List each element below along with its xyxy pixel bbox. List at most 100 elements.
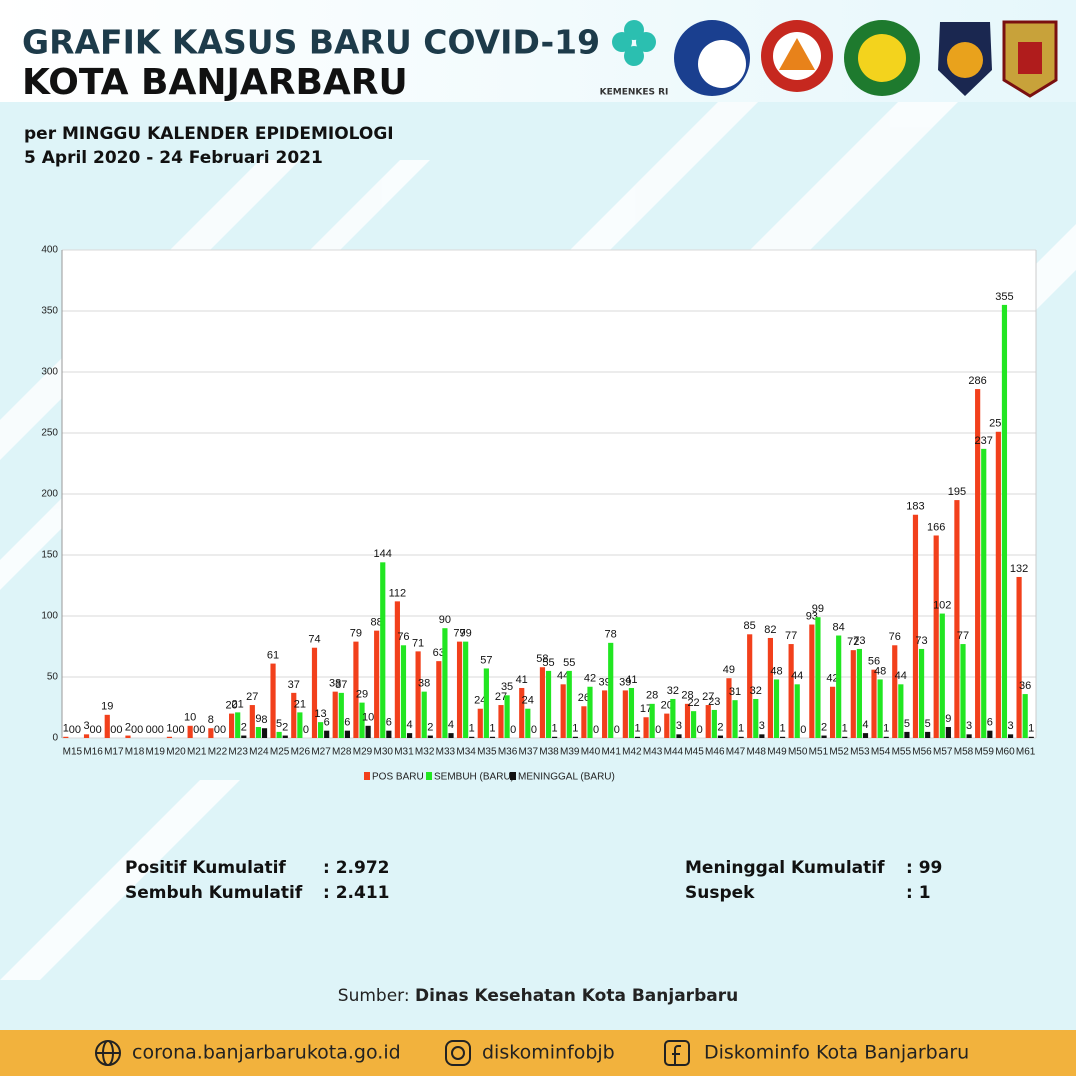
x-tick-label: M48 <box>747 747 767 758</box>
bar <box>539 667 546 738</box>
bar <box>836 635 842 738</box>
data-label: 41 <box>516 674 528 686</box>
bar <box>691 711 697 738</box>
legend-label: MENINGGAL (BARU) <box>518 772 615 783</box>
bar <box>954 500 960 738</box>
data-label: 48 <box>874 665 886 677</box>
bar <box>436 661 442 738</box>
data-label: 48 <box>770 665 782 677</box>
data-label: 0 <box>531 724 537 736</box>
bar <box>933 535 939 738</box>
data-label: 0 <box>75 724 81 736</box>
bar <box>359 702 365 738</box>
data-label: 32 <box>667 685 679 697</box>
data-label: 0 <box>199 724 205 736</box>
bar <box>711 709 717 738</box>
bar <box>717 735 724 738</box>
bar <box>187 725 193 738</box>
data-label: 44 <box>791 670 803 682</box>
data-label: 32 <box>750 685 762 697</box>
data-label: 41 <box>625 674 637 686</box>
data-label: 73 <box>915 635 927 647</box>
legend-swatch <box>364 772 370 780</box>
data-label: 26 <box>578 692 590 704</box>
data-label: 112 <box>389 587 407 599</box>
x-tick-label: M20 <box>166 747 186 758</box>
y-tick-label: 250 <box>41 428 58 439</box>
bar <box>365 725 371 738</box>
data-label: 58 <box>536 653 548 665</box>
bar <box>753 698 759 738</box>
data-label: 0 <box>179 724 185 736</box>
bar <box>498 705 504 738</box>
x-tick-label: M23 <box>228 747 248 758</box>
bar <box>415 651 421 738</box>
data-label: 24 <box>522 695 534 707</box>
bar <box>291 692 297 738</box>
stat-label: Suspek <box>685 883 755 903</box>
data-label: 3 <box>676 720 682 732</box>
data-label: 71 <box>412 637 424 649</box>
bar <box>353 641 359 738</box>
bar <box>386 730 392 738</box>
data-label: 39 <box>619 676 631 688</box>
data-label: 132 <box>1010 563 1028 575</box>
x-tick-label: M27 <box>311 747 331 758</box>
bar <box>406 733 413 738</box>
bar <box>602 690 608 738</box>
bar <box>483 668 489 738</box>
bar <box>995 431 1001 738</box>
data-label: 0 <box>96 724 102 736</box>
data-label: 3 <box>759 720 765 732</box>
bar <box>898 684 904 738</box>
data-label: 13 <box>314 708 326 720</box>
bar <box>883 736 889 738</box>
data-label: 72 <box>847 636 859 648</box>
data-label: 55 <box>542 657 554 669</box>
source-label: Sumber: <box>338 986 410 1006</box>
bar <box>1022 694 1028 738</box>
data-label: 27 <box>495 691 507 703</box>
data-label: 3 <box>1007 720 1013 732</box>
bar <box>374 630 380 738</box>
bar <box>489 736 496 738</box>
data-label: 4 <box>406 719 412 731</box>
data-label: 0 <box>193 724 199 736</box>
bar <box>249 705 255 738</box>
bar <box>788 644 794 738</box>
data-label: 77 <box>785 630 797 642</box>
data-label: 9 <box>945 713 951 725</box>
data-label: 144 <box>374 548 392 560</box>
x-tick-label: M17 <box>104 747 124 758</box>
data-label: 0 <box>800 724 806 736</box>
data-label: 63 <box>433 647 445 659</box>
data-label: 90 <box>439 614 451 626</box>
footer-website: corona.banjarbarukota.go.id <box>132 1042 401 1064</box>
data-label: 0 <box>131 724 137 736</box>
x-tick-label: M61 <box>1016 747 1036 758</box>
bar <box>684 703 691 738</box>
data-label: 82 <box>764 624 776 636</box>
x-tick-label: M15 <box>63 747 83 758</box>
data-label: 31 <box>729 686 741 698</box>
data-label: 1 <box>780 723 786 735</box>
x-tick-label: M28 <box>332 747 352 758</box>
data-label: 49 <box>723 664 735 676</box>
data-label: 27 <box>246 691 258 703</box>
bar <box>608 642 614 738</box>
legend-label: POS BARU <box>372 772 424 783</box>
data-label: 76 <box>889 631 901 643</box>
bar <box>463 641 469 738</box>
bar <box>208 728 214 738</box>
data-label: 1 <box>738 723 744 735</box>
bar <box>255 727 262 738</box>
bar <box>270 663 276 738</box>
data-label: 73 <box>853 635 865 647</box>
x-tick-label: M41 <box>601 747 621 758</box>
data-label: 20 <box>661 700 673 712</box>
bar <box>104 714 110 738</box>
x-tick-label: M50 <box>788 747 808 758</box>
logos: KEMENKES RI <box>600 20 1058 98</box>
x-tick-label: M34 <box>456 747 476 758</box>
bar <box>229 713 235 738</box>
